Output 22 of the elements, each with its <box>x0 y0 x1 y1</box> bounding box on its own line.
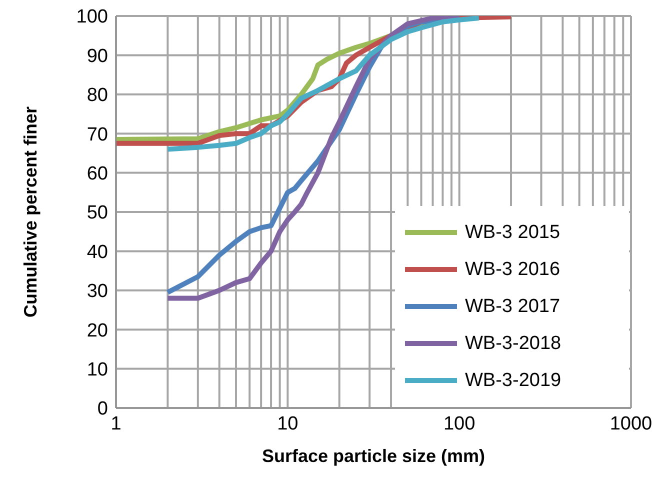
y-tick-label: 60 <box>86 164 108 185</box>
legend-label: WB-3 2015 <box>465 222 560 244</box>
x-tick-label: 1000 <box>610 413 652 434</box>
x-tick-label: 100 <box>443 413 476 434</box>
y-tick-label: 100 <box>76 6 108 28</box>
x-axis-title: Surface particle size (mm) <box>262 446 486 466</box>
y-tick-label: 50 <box>86 202 108 224</box>
y-tick-label: 30 <box>86 281 108 302</box>
y-tick-label: 0 <box>97 398 108 420</box>
y-tick-label: 20 <box>86 320 108 342</box>
y-tick-label: 10 <box>86 360 108 381</box>
y-tick-label: 40 <box>86 242 108 263</box>
legend-label: WB-3-2018 <box>465 332 562 354</box>
legend-label: WB-3 2016 <box>465 258 560 280</box>
x-tick-label: 1 <box>110 413 122 434</box>
y-tick-label: 70 <box>86 124 108 146</box>
legend-label: WB-3 2017 <box>465 296 560 318</box>
legend-label: WB-3-2019 <box>465 370 562 392</box>
y-tick-label: 90 <box>86 46 108 67</box>
y-axis-title: Cumulative percent finer <box>20 106 40 318</box>
y-tick-label: 80 <box>86 85 108 106</box>
x-tick-label: 10 <box>277 413 298 434</box>
